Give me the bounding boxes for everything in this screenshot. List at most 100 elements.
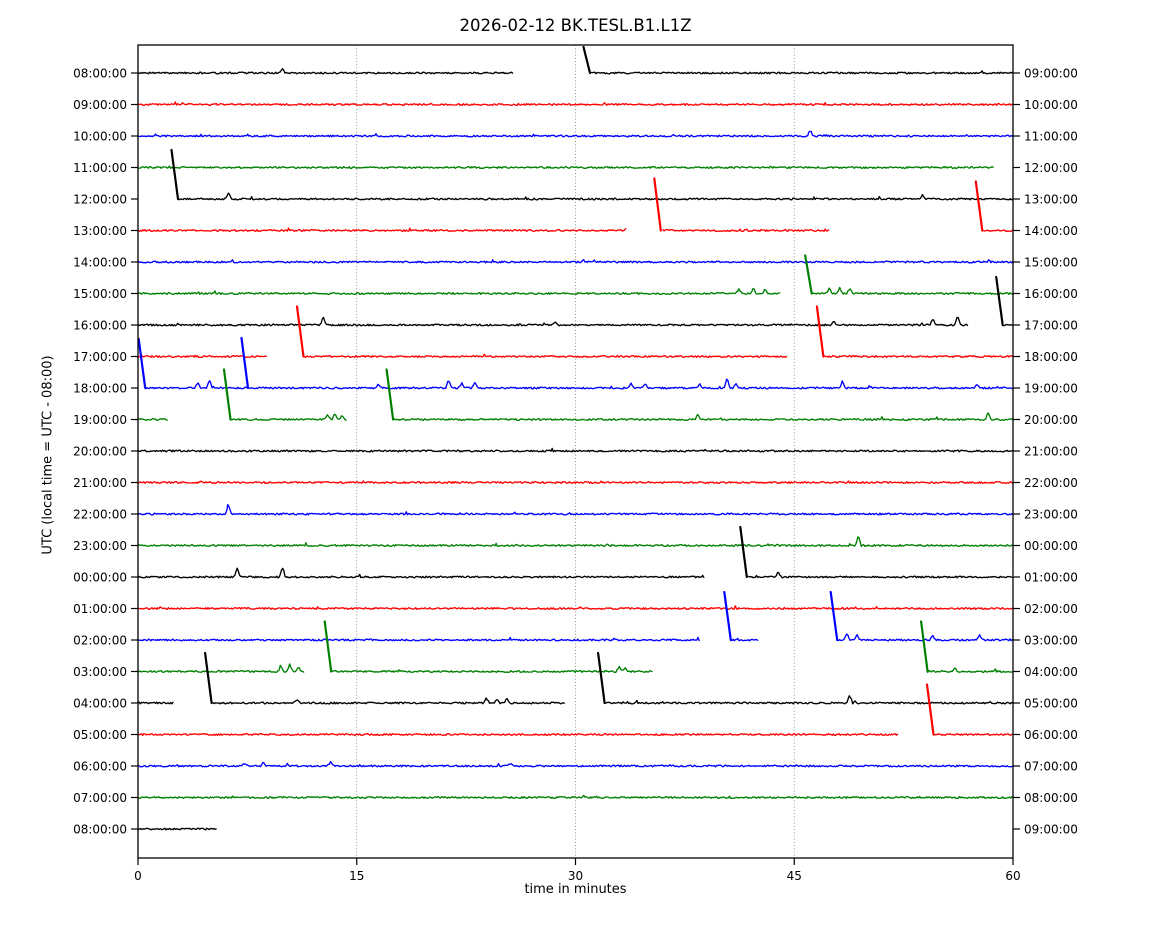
utc-tick-label: 05:00:00 [73,728,127,742]
utc-tick-label: 16:00:00 [73,319,127,333]
local-tick-label: 08:00:00 [1024,791,1078,805]
utc-tick-label: 04:00:00 [73,697,127,711]
utc-tick-label: 19:00:00 [73,413,127,427]
trace-row-21:00:00 [137,480,1014,484]
trace-row-23:00:00 [137,536,1014,547]
trace-row-07:00:00 [137,794,1014,799]
utc-tick-label: 06:00:00 [73,760,127,774]
utc-tick-label: 00:00:00 [73,571,127,585]
event-spike-19:00:00 [385,368,395,421]
trace-row-03:00:00 [137,663,305,673]
event-spike-03:00:00 [323,620,333,673]
local-tick-label: 18:00:00 [1024,350,1078,364]
local-tick-label: 21:00:00 [1024,445,1078,459]
trace-row-15:00:00 [137,288,781,295]
utc-tick-label: 14:00:00 [73,256,127,270]
event-spike-02:00:00 [829,590,839,642]
local-tick-label: 04:00:00 [1024,665,1078,679]
utc-tick-label: 17:00:00 [73,350,127,364]
local-tick-label: 01:00:00 [1024,571,1078,585]
trace-row-22:00:00 [137,504,1014,516]
trace-row-18:00:00 [143,378,1014,390]
trace-row-08:00:00 [589,70,1014,75]
trace-row-13:00:00 [137,227,627,232]
local-tick-label: 15:00:00 [1024,256,1078,270]
trace-row-00:00:00 [137,567,705,579]
chart-title: 2026-02-12 BK.TESL.B1.L1Z [459,16,692,35]
local-tick-label: 19:00:00 [1024,382,1078,396]
utc-tick-label: 01:00:00 [73,602,127,616]
event-spike-04:00:00 [597,651,606,705]
trace-row-03:00:00 [927,667,1014,673]
trace-row-17:00:00 [137,354,267,358]
trace-row-13:00:00 [662,228,830,232]
trace-row-08:00:00 [137,827,217,831]
trace-row-03:00:00 [330,665,653,673]
local-tick-label: 17:00:00 [1024,319,1078,333]
local-tick-label: 16:00:00 [1024,287,1078,301]
local-tick-label: 00:00:00 [1024,539,1078,553]
local-tick-label: 22:00:00 [1024,476,1078,490]
event-spike-02:00:00 [723,590,732,642]
trace-row-17:00:00 [822,355,1014,358]
x-tick-label: 45 [787,869,802,883]
trace-row-04:00:00 [137,701,174,705]
utc-tick-label: 20:00:00 [73,445,127,459]
trace-row-19:00:00 [229,413,347,421]
utc-tick-label: 13:00:00 [73,224,127,238]
event-spike-17:00:00 [295,305,305,358]
trace-row-13:00:00 [981,229,1014,232]
event-spike-03:00:00 [920,620,929,673]
utc-tick-label: 21:00:00 [73,476,127,490]
x-tick-label: 60 [1005,869,1020,883]
trace-row-19:00:00 [137,418,168,421]
trace-row-02:00:00 [137,636,700,642]
trace-row-11:00:00 [137,165,994,169]
trace-row-09:00:00 [137,101,1014,106]
local-tick-label: 06:00:00 [1024,728,1078,742]
local-tick-label: 23:00:00 [1024,508,1078,522]
trace-row-17:00:00 [302,353,788,358]
utc-tick-label: 09:00:00 [73,98,127,112]
event-spike-12:00:00 [170,148,180,201]
local-tick-label: 11:00:00 [1024,130,1078,144]
trace-row-10:00:00 [137,130,1014,138]
utc-tick-label: 12:00:00 [73,193,127,207]
utc-tick-label: 11:00:00 [73,161,127,175]
local-tick-label: 07:00:00 [1024,760,1078,774]
trace-row-04:00:00 [212,697,565,705]
utc-tick-label: 07:00:00 [73,791,127,805]
trace-row-14:00:00 [137,259,1014,264]
trace-row-06:00:00 [137,760,1014,768]
x-tick-label: 15 [349,869,364,883]
trace-row-16:00:00 [137,316,969,327]
x-tick-label: 30 [568,869,583,883]
x-axis-label: time in minutes [524,882,627,897]
local-tick-label: 09:00:00 [1024,823,1078,837]
trace-row-08:00:00 [137,68,514,75]
trace-row-00:00:00 [747,571,1013,579]
local-tick-label: 05:00:00 [1024,697,1078,711]
event-spike-19:00:00 [222,368,232,421]
trace-row-16:00:00 [1002,323,1013,327]
trace-row-19:00:00 [392,412,1014,421]
utc-tick-label: 08:00:00 [73,823,127,837]
local-tick-label: 10:00:00 [1024,98,1078,112]
local-tick-label: 13:00:00 [1024,193,1078,207]
event-spike-00:00:00 [739,525,748,579]
trace-row-12:00:00 [177,192,1013,201]
utc-tick-label: 02:00:00 [73,634,127,648]
utc-tick-label: 18:00:00 [73,382,127,396]
event-spike-04:00:00 [204,651,213,705]
event-spike-08:00:00 [582,45,592,75]
event-spike-15:00:00 [804,254,813,295]
event-spike-13:00:00 [974,180,984,232]
local-tick-label: 20:00:00 [1024,413,1078,427]
utc-tick-label: 23:00:00 [73,539,127,553]
local-tick-label: 02:00:00 [1024,602,1078,616]
utc-tick-label: 22:00:00 [73,508,127,522]
trace-row-05:00:00 [137,733,899,736]
trace-row-02:00:00 [836,633,1013,642]
